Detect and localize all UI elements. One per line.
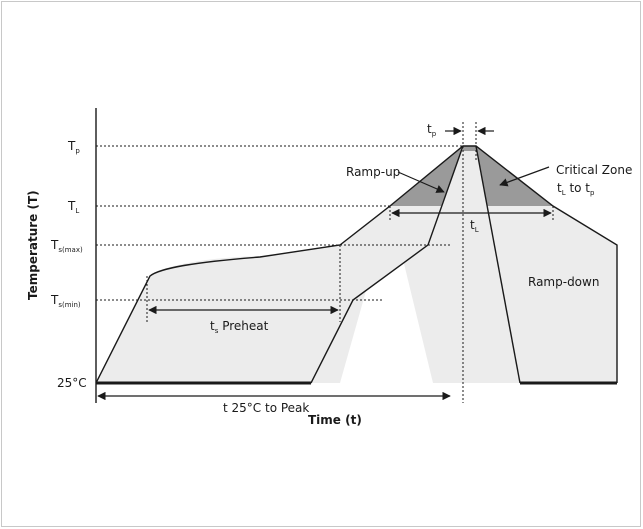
level-label-tp: Tp <box>67 139 80 155</box>
ramp-up-pointer <box>397 171 445 193</box>
preheat-label: ts Preheat <box>210 319 269 335</box>
tl-span-label: tL <box>470 218 479 234</box>
critical-zone-label: Critical Zone <box>556 163 632 177</box>
level-label-tsmax: Ts(max) <box>50 238 83 254</box>
level-label-tl: TL <box>67 199 79 215</box>
x-axis-title: Time (t) <box>308 413 362 427</box>
level-label-tsmin: Ts(min) <box>50 293 81 309</box>
ramp-down-inner-line <box>475 145 521 384</box>
ramp-up-label: Ramp-up <box>346 165 400 179</box>
tp-span-label: tp <box>427 122 437 138</box>
ramp-down-label: Ramp-down <box>528 275 599 289</box>
profile-outer-line <box>95 145 618 384</box>
level-label-25c: 25°C <box>57 376 87 390</box>
y-axis-title: Temperature (T) <box>26 190 40 300</box>
ramp-up-fill <box>96 146 463 383</box>
profile-inner-line <box>310 145 464 384</box>
profile-region-left <box>96 146 553 383</box>
time-to-peak-label: t 25°C to Peak <box>223 401 309 415</box>
peak-zone <box>463 146 476 151</box>
tl-to-tp-label: tL to tp <box>557 181 595 197</box>
critical-zone-pointer <box>499 166 550 187</box>
